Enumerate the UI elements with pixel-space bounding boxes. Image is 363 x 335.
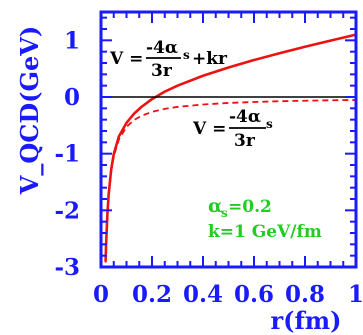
y-tick-label: -1	[54, 141, 80, 168]
x-tick-label: 0	[93, 281, 109, 308]
coulomb-potential-formula: V = -4α s 3r	[192, 107, 273, 151]
y-tick-label: 1	[64, 27, 80, 54]
y-axis-title: V_QCD(GeV)	[15, 26, 44, 196]
x-tick-label: 0.4	[183, 281, 223, 308]
x-axis-title: r(fm)	[270, 306, 341, 335]
alpha-subscript: s	[221, 206, 228, 220]
y-tick-label: -3	[54, 254, 80, 281]
series-layer	[104, 33, 357, 263]
coulomb-formula-subscript: s	[266, 117, 273, 131]
coulomb-formula-prefix: V =	[192, 119, 226, 139]
y-tick-label: 0	[64, 84, 80, 111]
tick-label-layer: 0 0.2 0.4 0.6 0.8 1 -3 -2 -1 0 1	[54, 27, 363, 308]
k-value: k=1 GeV/fm	[208, 222, 322, 242]
full-formula-numerator: -4α	[146, 38, 178, 58]
coulomb-potential-curve	[104, 99, 357, 263]
alpha-value: =0.2	[228, 197, 272, 217]
x-tick-label: 0.8	[285, 281, 325, 308]
coulomb-formula-denominator: 3r	[234, 131, 256, 151]
plot-frame	[99, 10, 358, 269]
full-formula-denominator: 3r	[151, 61, 173, 81]
full-formula-suffix: +kr	[192, 49, 228, 69]
full-formula-subscript: s	[183, 48, 190, 62]
full-potential-formula: V = -4α s 3r +kr	[109, 38, 228, 81]
parameter-labels: α s =0.2 k=1 GeV/fm	[208, 195, 322, 242]
alpha-symbol: α	[208, 195, 223, 217]
x-tick-label: 0.6	[234, 281, 274, 308]
y-tick-label: -2	[54, 197, 80, 224]
coulomb-formula-numerator: -4α	[229, 107, 261, 127]
x-tick-label: 0.2	[132, 281, 172, 308]
full-formula-prefix: V =	[109, 49, 143, 69]
x-tick-label: 1	[348, 281, 363, 308]
